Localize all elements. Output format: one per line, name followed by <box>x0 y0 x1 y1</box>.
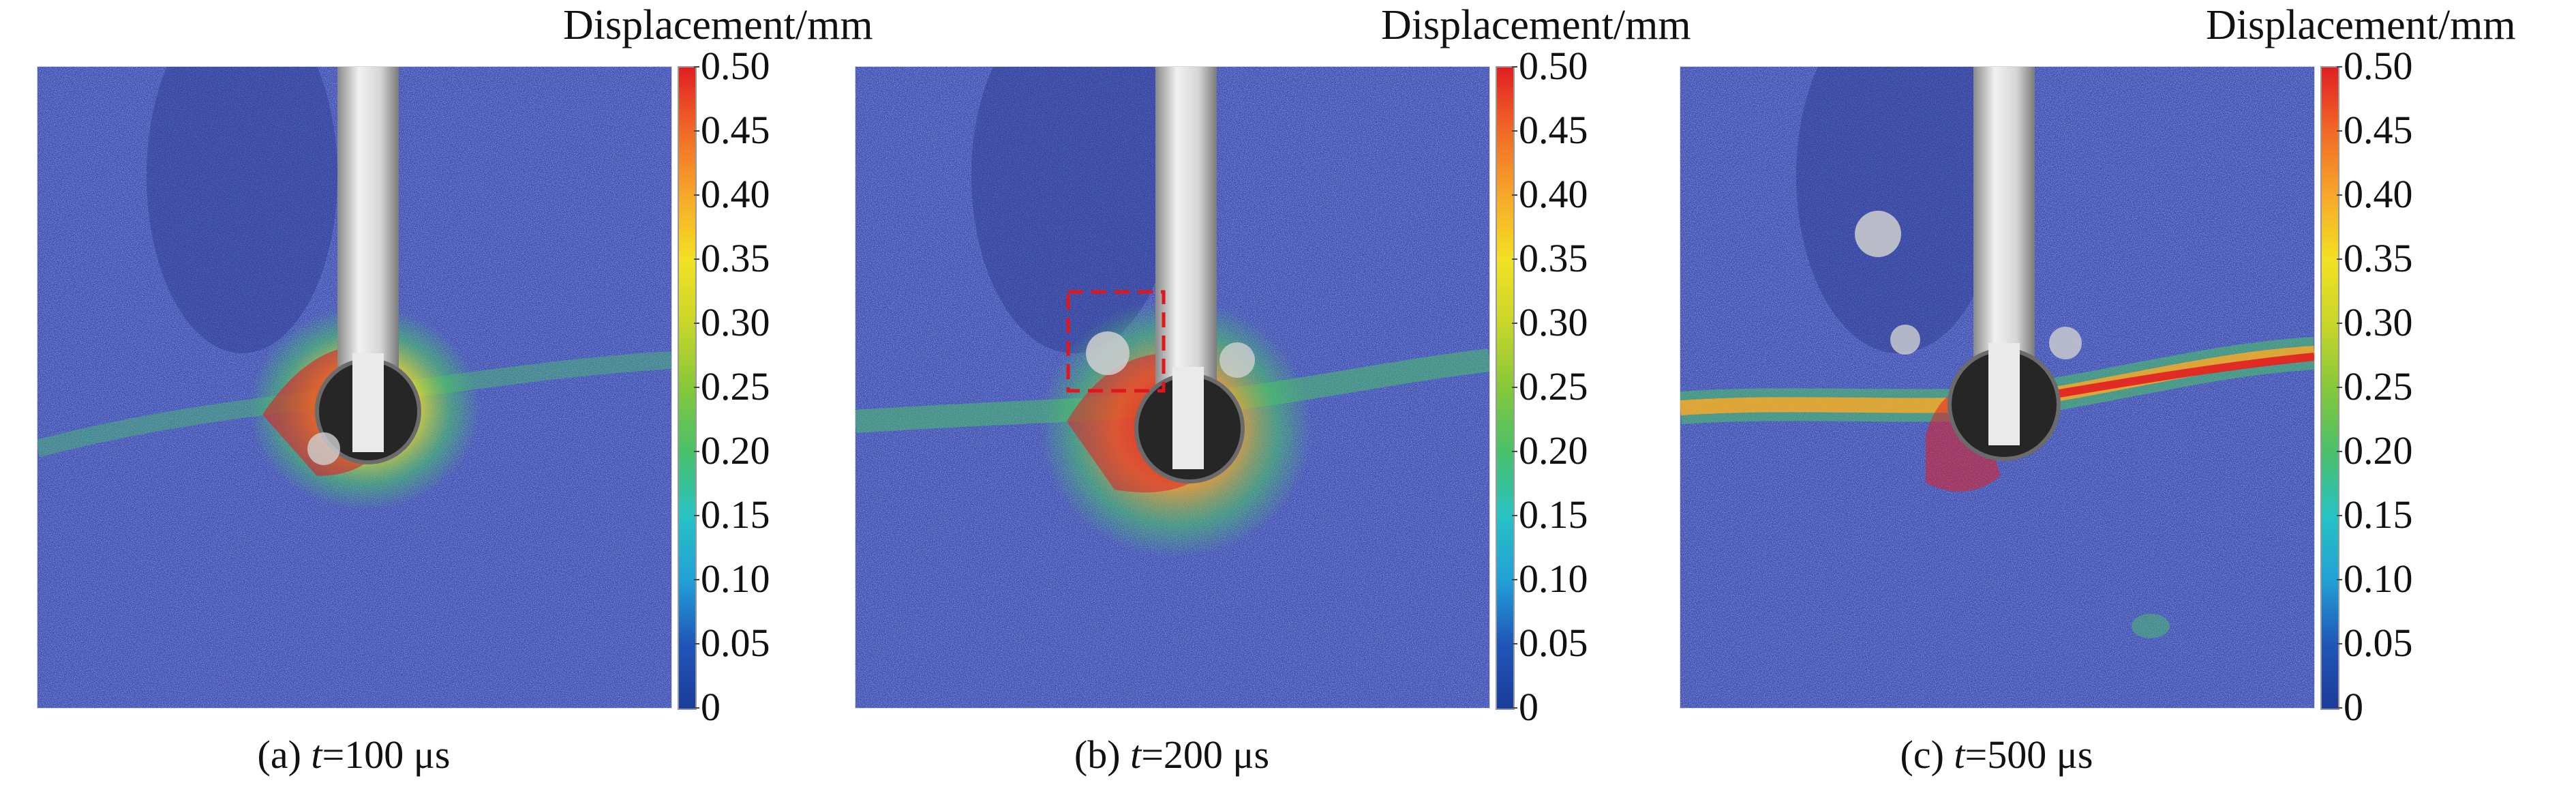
panel-caption: (a) t=100 μs <box>37 735 671 775</box>
colorbar-ticks: 0.50 0.45 0.40 0.35 0.30 0.25 0.20 0.15 … <box>694 46 826 727</box>
colorbar <box>678 66 697 710</box>
panel-caption: (b) t=200 μs <box>855 735 1489 775</box>
caption-variable: t <box>311 732 322 777</box>
colorbar-tick: 0.35 <box>694 236 770 280</box>
displacement-field-svg <box>855 67 1489 708</box>
minor-displacement-spot <box>2132 614 2170 638</box>
colorbar-ticks: 0.50 0.45 0.40 0.35 0.30 0.25 0.20 0.15 … <box>2337 46 2469 727</box>
colorbar-tick: 0.45 <box>2337 108 2413 152</box>
crack-band-core <box>2034 353 2314 402</box>
colorbar-tick: 0.25 <box>694 364 770 409</box>
caption-prefix: (b) <box>1074 732 1131 777</box>
panel-c: Displacement/mm <box>1643 0 2516 787</box>
debris-particle <box>2049 327 2082 359</box>
colorbar-tick: 0.45 <box>1512 108 1588 152</box>
colorbar-tick: 0.50 <box>1512 44 1588 88</box>
caption-prefix: (c) <box>1900 732 1954 777</box>
colorbar-tick: 0.05 <box>2337 621 2413 665</box>
panel-caption: (c) t=500 μs <box>1680 735 2314 775</box>
colorbar-tick: 0.15 <box>694 492 770 537</box>
panel-b: Displacement/mm <box>818 0 1691 787</box>
colorbar-tick: 0.20 <box>694 428 770 473</box>
colorbar-tick: 0.50 <box>2337 44 2413 88</box>
colorbar-tick: 0.35 <box>1512 236 1588 280</box>
colorbar-title: Displacement/mm <box>2206 2 2516 48</box>
caption-value: =100 μs <box>322 732 451 777</box>
colorbar-title: Displacement/mm <box>563 2 873 48</box>
caption-variable: t <box>1954 732 1965 777</box>
shadow-region <box>147 67 337 353</box>
colorbar-title: Displacement/mm <box>1381 2 1691 48</box>
colorbar-tick: 0.25 <box>2337 364 2413 409</box>
colorbar-tick: 0.10 <box>2337 556 2413 601</box>
colorbar-tick: 0.15 <box>2337 492 2413 537</box>
colorbar-tick: 0.15 <box>1512 492 1588 537</box>
colorbar-tick: 0.10 <box>694 556 770 601</box>
colorbar-tick: 0.20 <box>1512 428 1588 473</box>
displacement-field-image <box>37 66 672 709</box>
debris-particle <box>1086 331 1130 375</box>
colorbar-tick: 0.30 <box>1512 300 1588 344</box>
colorbar-tick: 0 <box>694 685 721 729</box>
colorbar-tick: 0.30 <box>694 300 770 344</box>
caption-variable: t <box>1130 732 1142 777</box>
colorbar <box>2320 66 2339 710</box>
colorbar-tick: 0.25 <box>1512 364 1588 409</box>
shadow-region <box>971 67 1176 353</box>
colorbar-tick: 0.50 <box>694 44 770 88</box>
displacement-field-image <box>855 66 1490 709</box>
colorbar-ticks: 0.50 0.45 0.40 0.35 0.30 0.25 0.20 0.15 … <box>1512 46 1644 727</box>
colorbar-tick: 0.40 <box>1512 172 1588 216</box>
colorbar-tick: 0.40 <box>694 172 770 216</box>
debris-particle <box>307 432 340 465</box>
panel-a: Displacement/mm <box>0 0 873 787</box>
colorbar-tick: 0.30 <box>2337 300 2413 344</box>
colorbar-tick: 0.20 <box>2337 428 2413 473</box>
region-of-interest-box <box>1066 290 1166 393</box>
colorbar-tick: 0.45 <box>694 108 770 152</box>
caption-prefix: (a) <box>257 732 312 777</box>
debris-particle <box>1219 342 1255 378</box>
displacement-field-svg <box>37 67 671 708</box>
colorbar-tick: 0.10 <box>1512 556 1588 601</box>
colorbar-tick: 0.40 <box>2337 172 2413 216</box>
rod-tip <box>352 353 384 452</box>
colorbar-tick: 0 <box>1512 685 1539 729</box>
caption-value: =500 μs <box>1965 732 2093 777</box>
displacement-field-svg <box>1680 67 2314 708</box>
rod-tip <box>1172 367 1204 469</box>
colorbar <box>1496 66 1515 710</box>
colorbar-tick: 0.35 <box>2337 236 2413 280</box>
debris-particle <box>1890 325 1920 355</box>
shadow-region <box>1796 67 2001 353</box>
rod-tip <box>1988 343 2020 445</box>
caption-value: =200 μs <box>1141 732 1270 777</box>
debris-particle <box>1855 211 1901 257</box>
colorbar-tick: 0 <box>2337 685 2363 729</box>
colorbar-tick: 0.05 <box>1512 621 1588 665</box>
displacement-field-image <box>1680 66 2315 709</box>
colorbar-tick: 0.05 <box>694 621 770 665</box>
